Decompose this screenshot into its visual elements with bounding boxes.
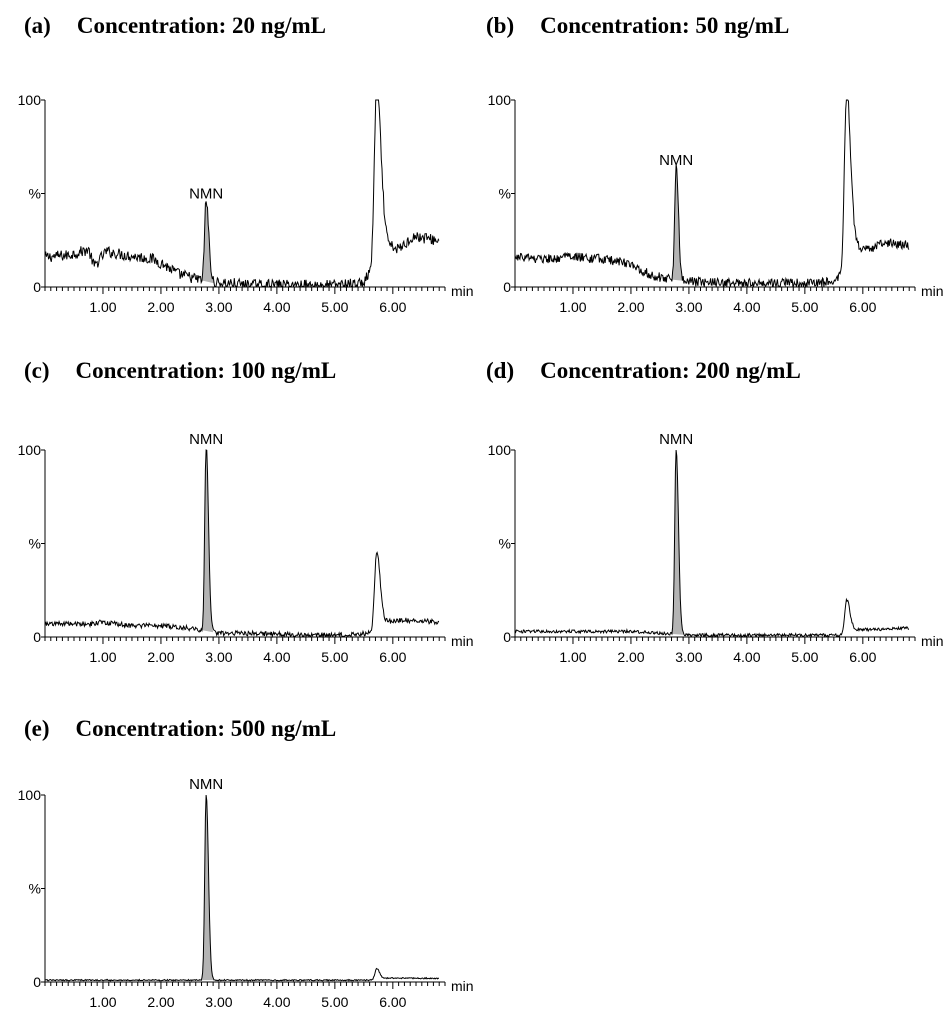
nmn-peak-area xyxy=(202,795,214,981)
y-tick-label-top: 100 xyxy=(18,442,42,458)
y-tick-label-zero: 0 xyxy=(503,279,511,295)
x-tick-label: 4.00 xyxy=(263,299,290,315)
x-tick-label: 6.00 xyxy=(379,299,406,315)
x-tick-label: 3.00 xyxy=(205,994,232,1010)
y-tick-label-mid: % xyxy=(499,186,511,202)
x-tick-label: 4.00 xyxy=(733,649,760,665)
y-tick-label-mid: % xyxy=(29,536,41,552)
x-tick-label: 2.00 xyxy=(147,994,174,1010)
nmn-peak-area xyxy=(672,164,684,281)
nmn-peak-label: NMN xyxy=(659,431,693,448)
chromatogram-trace xyxy=(44,449,440,639)
x-tick-label: 6.00 xyxy=(849,649,876,665)
panel-label-a: (a) xyxy=(24,13,51,38)
panel-title-a: (a) Concentration: 20 ng/mL xyxy=(24,13,326,39)
x-tick-label: 1.00 xyxy=(559,299,586,315)
x-axis-unit-label: min xyxy=(921,633,944,649)
chromatogram-c: 100% 0 1.00 2.00 3.00 4.00 5.00 6.00 min NMN xyxy=(18,431,474,665)
panel-title-text-a: Concentration: 20 ng/mL xyxy=(76,13,326,38)
panel-label-d: (d) xyxy=(486,358,515,383)
chromatogram-trace xyxy=(514,99,910,289)
panel-title-text-c: Concentration: 100 ng/mL xyxy=(75,358,337,383)
chromatogram-e: 100% 0 1.00 2.00 3.00 4.00 5.00 6.00 min NMN xyxy=(18,776,474,1010)
y-tick-label-top: 100 xyxy=(488,442,512,458)
x-tick-label: 5.00 xyxy=(321,299,348,315)
panel-title-d: (d) Concentration: 200 ng/mL xyxy=(486,358,801,384)
nmn-peak-label: NMN xyxy=(189,431,223,448)
x-tick-label: 2.00 xyxy=(147,299,174,315)
y-tick-label-zero: 0 xyxy=(33,279,41,295)
x-tick-label: 1.00 xyxy=(89,299,116,315)
chromatogram-a: 100% 0 1.00 2.00 3.00 4.00 5.00 6.00 min NMN xyxy=(18,92,474,315)
nmn-peak-area xyxy=(201,201,214,284)
panel-label-c: (c) xyxy=(24,358,50,383)
x-tick-label: 6.00 xyxy=(379,994,406,1010)
chromatogram-d: 100% 0 1.00 2.00 3.00 4.00 5.00 6.00 min NMN xyxy=(488,431,944,665)
x-axis-unit-label: min xyxy=(921,283,944,299)
nmn-peak-area xyxy=(672,450,684,635)
x-tick-label: 3.00 xyxy=(675,649,702,665)
y-tick-label-top: 100 xyxy=(488,92,512,108)
panel-title-e: (e) Concentration: 500 ng/mL xyxy=(24,716,336,742)
chromatogram-trace xyxy=(514,449,909,638)
x-tick-label: 4.00 xyxy=(733,299,760,315)
x-tick-label: 1.00 xyxy=(89,994,116,1010)
panel-title-text-e: Concentration: 500 ng/mL xyxy=(75,716,337,741)
x-tick-label: 5.00 xyxy=(791,649,818,665)
panel-title-c: (c) Concentration: 100 ng/mL xyxy=(24,358,336,384)
x-tick-label: 3.00 xyxy=(205,649,232,665)
nmn-peak-label: NMN xyxy=(659,152,693,169)
panel-label-e: (e) xyxy=(24,716,50,741)
chromatogram-b: 100% 0 1.00 2.00 3.00 4.00 5.00 6.00 min NMN xyxy=(488,92,944,315)
panel-title-text-b: Concentration: 50 ng/mL xyxy=(540,13,790,38)
y-tick-label-zero: 0 xyxy=(33,974,41,990)
y-tick-label-top: 100 xyxy=(18,92,42,108)
x-tick-label: 2.00 xyxy=(617,649,644,665)
nmn-peak-label: NMN xyxy=(189,776,223,793)
y-tick-label-mid: % xyxy=(29,881,41,897)
x-tick-label: 1.00 xyxy=(89,649,116,665)
x-tick-label: 5.00 xyxy=(321,994,348,1010)
x-axis-unit-label: min xyxy=(451,283,474,299)
x-tick-label: 5.00 xyxy=(791,299,818,315)
y-tick-label-mid: % xyxy=(29,186,41,202)
panel-label-b: (b) xyxy=(486,13,515,38)
x-tick-label: 3.00 xyxy=(675,299,702,315)
x-tick-label: 5.00 xyxy=(321,649,348,665)
x-tick-label: 4.00 xyxy=(263,994,290,1010)
panel-title-b: (b) Concentration: 50 ng/mL xyxy=(486,13,789,39)
chromatogram-trace xyxy=(44,794,439,982)
x-tick-label: 1.00 xyxy=(559,649,586,665)
x-tick-label: 2.00 xyxy=(617,299,644,315)
x-tick-label: 2.00 xyxy=(147,649,174,665)
y-tick-label-zero: 0 xyxy=(33,629,41,645)
nmn-peak-label: NMN xyxy=(189,186,223,203)
nmn-peak-area xyxy=(202,450,214,633)
panel-title-text-d: Concentration: 200 ng/mL xyxy=(540,358,801,383)
x-tick-label: 6.00 xyxy=(379,649,406,665)
y-tick-label-mid: % xyxy=(499,536,511,552)
x-tick-label: 4.00 xyxy=(263,649,290,665)
chromatogram-trace xyxy=(44,99,440,288)
x-tick-label: 3.00 xyxy=(205,299,232,315)
x-axis-unit-label: min xyxy=(451,633,474,649)
y-tick-label-top: 100 xyxy=(18,787,42,803)
y-tick-label-zero: 0 xyxy=(503,629,511,645)
x-axis-unit-label: min xyxy=(451,978,474,994)
x-tick-label: 6.00 xyxy=(849,299,876,315)
